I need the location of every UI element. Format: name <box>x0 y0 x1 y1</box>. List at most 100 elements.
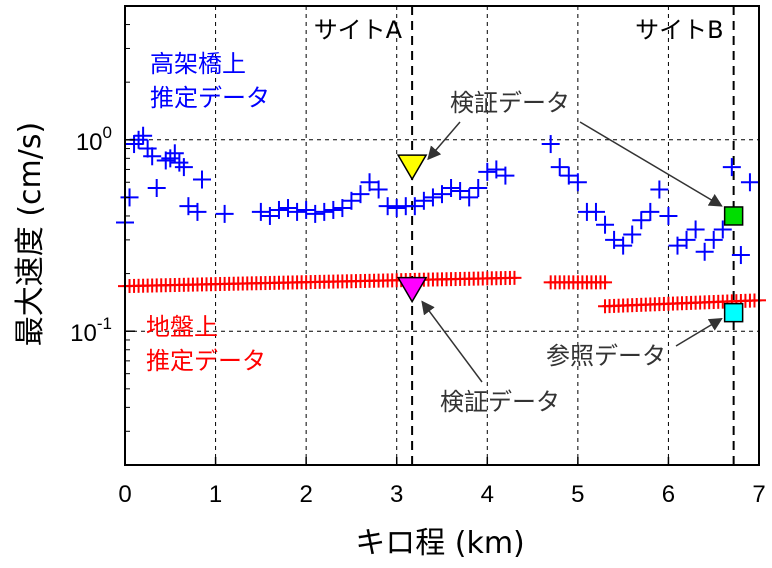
data-point-viaduct <box>686 220 705 239</box>
data-point-viaduct <box>170 153 189 172</box>
data-point-viaduct <box>605 230 624 249</box>
data-point-viaduct <box>165 144 184 163</box>
data-point-viaduct <box>188 202 207 221</box>
y-tick-label: 10-1 <box>70 314 112 347</box>
data-point-viaduct <box>342 191 361 210</box>
series-ground <box>118 270 766 314</box>
data-point-viaduct <box>351 185 370 204</box>
data-point-ground <box>507 270 522 285</box>
data-point-viaduct <box>156 151 175 170</box>
data-point-viaduct <box>641 202 660 221</box>
data-point-viaduct <box>713 220 732 239</box>
data-point-viaduct <box>147 178 166 197</box>
data-point-viaduct <box>378 197 397 216</box>
data-point-viaduct <box>496 166 515 185</box>
reference-point <box>723 302 744 323</box>
data-point-viaduct <box>487 160 506 179</box>
data-point-viaduct <box>405 197 424 216</box>
data-point-viaduct <box>731 246 750 265</box>
data-point-viaduct <box>174 158 193 177</box>
data-point-viaduct <box>215 204 234 223</box>
data-point-viaduct <box>650 180 669 199</box>
annotation-verification-top: 検証データ <box>450 89 570 117</box>
data-point-viaduct <box>632 211 651 230</box>
data-point-viaduct <box>306 204 325 223</box>
data-point-ground <box>598 275 613 290</box>
data-point-viaduct <box>360 173 379 192</box>
data-point-viaduct <box>478 162 497 181</box>
data-point-viaduct <box>315 202 334 221</box>
data-point-viaduct <box>387 199 406 218</box>
verification-point <box>396 154 428 181</box>
data-point-viaduct <box>442 178 461 197</box>
annotation-arrow <box>427 121 461 161</box>
x-tick-label: 1 <box>209 481 222 508</box>
data-point-viaduct <box>260 206 279 225</box>
verification-point <box>396 276 428 304</box>
data-point-viaduct <box>179 197 198 216</box>
series-viaduct <box>116 126 759 265</box>
data-point-viaduct <box>541 135 560 154</box>
legend-viaduct-line2: 推定データ <box>150 84 270 112</box>
data-point-viaduct <box>288 202 307 221</box>
data-point-viaduct <box>161 149 180 168</box>
site-label: サイトB <box>635 16 723 44</box>
data-point-viaduct <box>369 180 388 199</box>
site-label: サイトA <box>314 16 403 44</box>
grid <box>125 6 759 465</box>
annotation-arrow <box>579 121 723 207</box>
data-point-viaduct <box>134 126 153 145</box>
x-tick-label: 7 <box>752 481 765 508</box>
data-point-viaduct <box>451 182 470 201</box>
legend-viaduct-line1: 高架橋上 <box>150 50 246 78</box>
x-tick-label: 3 <box>390 481 403 508</box>
data-point-viaduct <box>668 236 687 255</box>
data-point-viaduct <box>623 225 642 244</box>
data-point-viaduct <box>414 191 433 210</box>
highlight-points <box>396 154 744 323</box>
data-point-viaduct <box>460 188 479 207</box>
y-tick-label: 100 <box>76 123 112 156</box>
x-tick-label: 4 <box>481 481 494 508</box>
verification-point <box>723 206 744 226</box>
data-point-viaduct <box>192 170 211 189</box>
annotation-arrow <box>421 300 483 383</box>
x-tick-label: 5 <box>571 481 584 508</box>
data-point-viaduct <box>297 200 316 219</box>
data-point-viaduct <box>423 188 442 207</box>
data-point-viaduct <box>138 139 157 158</box>
data-point-viaduct <box>568 173 587 192</box>
data-point-viaduct <box>740 173 759 192</box>
x-tick-label: 0 <box>118 481 131 508</box>
data-point-viaduct <box>695 242 714 261</box>
data-point-viaduct <box>333 199 352 218</box>
annotation-reference: 参照データ <box>546 342 666 370</box>
data-point-viaduct <box>586 202 605 221</box>
data-point-viaduct <box>677 230 696 249</box>
data-point-viaduct <box>279 199 298 218</box>
annotation-arrow <box>675 317 723 347</box>
data-point-viaduct <box>251 202 270 221</box>
data-point-viaduct <box>269 200 288 219</box>
annotation-arrows <box>421 121 723 383</box>
data-point-viaduct <box>596 215 615 234</box>
data-point-viaduct <box>559 166 578 185</box>
data-point-viaduct <box>550 158 569 177</box>
data-point-viaduct <box>722 158 741 177</box>
y-axis-label: 最大速度 (cm/s) <box>13 122 48 346</box>
x-tick-label: 6 <box>662 481 675 508</box>
annotation-verification-bottom: 検証データ <box>440 388 560 416</box>
data-point-viaduct <box>469 178 488 197</box>
x-axis-label: キロ程 (km) <box>355 526 525 561</box>
data-point-viaduct <box>704 230 723 249</box>
plot-frame <box>124 5 760 466</box>
site-lines: サイトA サイトB <box>314 6 735 465</box>
legend-ground-line2: 推定データ <box>146 347 266 375</box>
data-point-viaduct <box>324 200 343 219</box>
legend-ground-line1: 地盤上 <box>146 313 218 341</box>
data-point-viaduct <box>433 185 451 204</box>
axis-ticks: 0 1 2 3 4 5 6 7 100 10-1 <box>70 24 766 508</box>
data-point-viaduct <box>125 135 144 154</box>
data-point-viaduct <box>659 206 678 225</box>
